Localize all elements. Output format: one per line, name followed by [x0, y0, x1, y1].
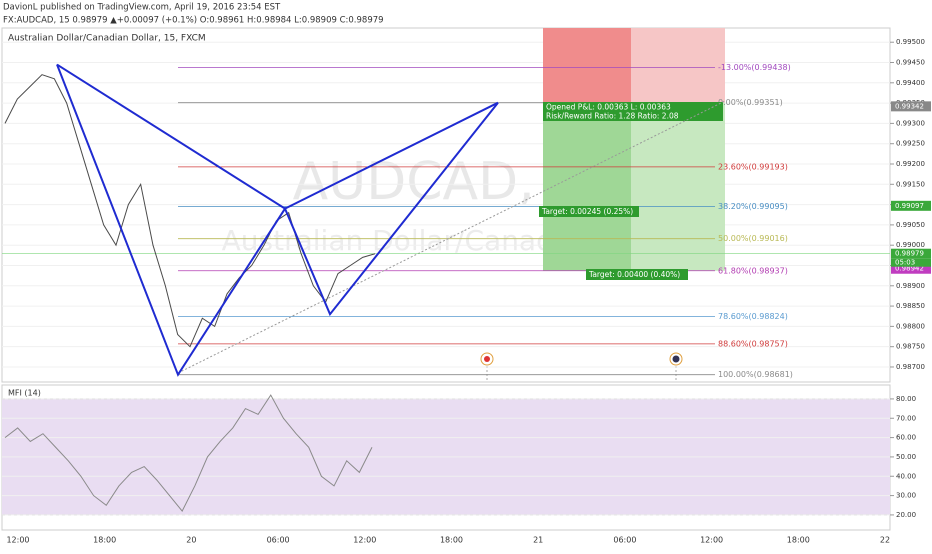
fib-label: 0.00%(0.99351) — [718, 98, 783, 107]
price-tag — [891, 101, 931, 112]
harmonic-pattern-legs — [56, 63, 499, 210]
fib-label: 100.00%(0.98681) — [718, 370, 793, 379]
y-tick-label: 60.00 — [896, 434, 916, 442]
x-tick-label: 12:00 — [700, 536, 723, 545]
position-label-bg — [543, 102, 723, 112]
position-label-bg — [539, 206, 639, 217]
y-tick-label: 70.00 — [896, 414, 916, 422]
y-tick-label: 0.99450 — [896, 59, 925, 67]
reward-zone-open — [543, 102, 631, 271]
fib-label: 78.60%(0.98824) — [718, 312, 788, 321]
price-tag-label: 0.99342 — [895, 102, 924, 110]
price-tag — [891, 263, 931, 274]
risk-zone-open — [543, 28, 631, 103]
position-label-bg — [543, 111, 723, 121]
x-tick-label: 21 — [533, 536, 543, 545]
publisher: DavionL published on TradingView.com, Ap… — [3, 3, 281, 13]
x-tick-label: 22 — [880, 536, 890, 545]
y-tick-label: 0.99150 — [896, 180, 925, 188]
price-tag-label: 0.98979 — [895, 250, 924, 258]
fib-label: 23.60%(0.99193) — [718, 162, 788, 171]
y-tick-label: 0.98700 — [896, 363, 925, 371]
fib-label: 88.60%(0.98757) — [718, 339, 788, 348]
pane-title: Australian Dollar/Canadian Dollar, 15, F… — [8, 34, 206, 44]
x-tick-label: 06:00 — [267, 536, 290, 545]
y-tick-label: 30.00 — [896, 492, 916, 500]
y-tick-label: 40.00 — [896, 472, 916, 480]
position-label: Target: 0.00245 (0.25%) — [541, 207, 633, 216]
y-tick-label: 0.98750 — [896, 343, 925, 351]
x-tick-label: 12:00 — [6, 536, 29, 545]
x-tick-label: 20 — [186, 536, 196, 545]
price-line — [4, 74, 376, 348]
x-tick-label: 18:00 — [93, 536, 116, 545]
event-icons — [480, 352, 683, 382]
y-tick-label: 0.99250 — [896, 140, 925, 148]
y-tick-label: 0.99000 — [896, 241, 925, 249]
trend-line — [177, 100, 726, 374]
position-label: Target: 0.00400 (0.40%) — [588, 270, 680, 279]
y-tick-label: 0.98800 — [896, 322, 925, 330]
y-tick-label: 20.00 — [896, 511, 916, 519]
x-tick-label: 18:00 — [440, 536, 463, 545]
y-tick-label: 0.98850 — [896, 302, 925, 310]
x-tick-label: 18:00 — [787, 536, 810, 545]
position-label-bg — [586, 269, 688, 280]
y-tick-label: 0.98900 — [896, 282, 925, 290]
mfi-line — [4, 394, 373, 512]
y-tick-label: 0.99500 — [896, 38, 925, 46]
y-tick-label: 0.99200 — [896, 160, 925, 168]
y-tick-label: 0.99300 — [896, 119, 925, 127]
position-label: Opened P&L: 0.00363 L: 0.00363 — [546, 103, 671, 112]
quote: FX:AUDCAD, 15 0.98979 ▲+0.00097 (+0.1%) … — [3, 16, 384, 26]
mfi-title: MFI (14) — [8, 389, 41, 398]
price-tag-label: 0.99097 — [895, 202, 924, 210]
price-tag — [891, 200, 931, 211]
y-tick-label: 0.99400 — [896, 79, 925, 87]
price-tag-label: 0.98942 — [895, 265, 924, 273]
fib-label: -13.00%(0.99438) — [718, 63, 791, 72]
x-tick-label: 06:00 — [613, 536, 636, 545]
countdown: 05:03 — [895, 259, 915, 267]
fib-label: 61.80%(0.98937) — [718, 266, 788, 275]
position-label: Risk/Reward Ratio: 1.28 Ratio: 2.08 — [546, 112, 679, 121]
y-tick-label: 80.00 — [896, 395, 916, 403]
fib-label: 50.00%(0.99016) — [718, 234, 788, 243]
price-tag — [891, 248, 931, 259]
y-tick-label: 50.00 — [896, 453, 916, 461]
fib-label: 38.20%(0.99095) — [718, 202, 788, 211]
y-tick-label: 0.99050 — [896, 221, 925, 229]
countdown-bg — [891, 258, 931, 267]
x-tick-label: 12:00 — [353, 536, 376, 545]
